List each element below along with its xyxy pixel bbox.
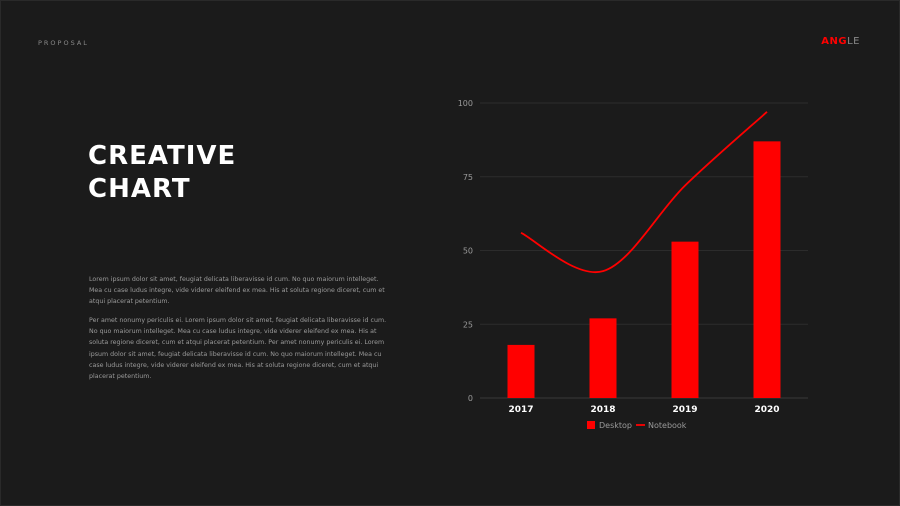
line-notebook bbox=[520, 111, 768, 274]
legend-swatch-desktop bbox=[587, 421, 595, 429]
y-tick-label: 50 bbox=[463, 247, 473, 256]
bar-desktop bbox=[753, 141, 781, 398]
page-title: CREATIVE CHART bbox=[88, 140, 236, 206]
logo-bold-part: ANG bbox=[821, 36, 848, 47]
bar-desktop bbox=[589, 318, 617, 398]
legend-label-notebook: Notebook bbox=[648, 421, 687, 430]
legend-label-desktop: Desktop bbox=[599, 421, 632, 430]
x-tick-label: 2020 bbox=[754, 405, 779, 415]
title-line-2: CHART bbox=[88, 174, 191, 204]
y-tick-label: 75 bbox=[463, 173, 473, 182]
x-tick-label: 2018 bbox=[590, 405, 615, 415]
title-line-1: CREATIVE bbox=[88, 141, 237, 171]
y-tick-label: 0 bbox=[468, 394, 473, 403]
y-tick-label: 25 bbox=[463, 320, 473, 329]
body-paragraph-1: Lorem ipsum dolor sit amet, feugiat deli… bbox=[89, 276, 385, 306]
brand-logo: ANGLE bbox=[821, 36, 860, 47]
logo-rest-part: LE bbox=[847, 36, 860, 47]
bar-desktop bbox=[671, 241, 699, 398]
body-paragraph-2: Per amet nonumy periculis ei. Lorem ipsu… bbox=[89, 317, 387, 381]
section-label: PROPOSAL bbox=[38, 39, 89, 47]
x-tick-label: 2019 bbox=[672, 405, 697, 415]
bar-desktop bbox=[507, 344, 535, 398]
y-tick-label: 100 bbox=[458, 99, 473, 108]
x-tick-label: 2017 bbox=[508, 405, 533, 415]
